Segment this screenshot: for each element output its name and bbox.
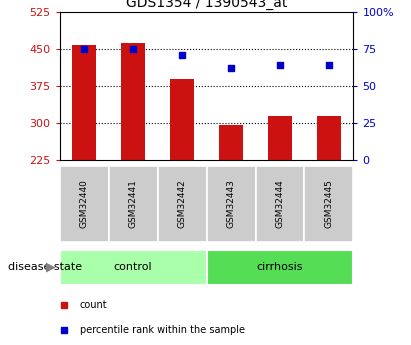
Bar (72, 45, 96, 160)
Point (81, 46, 88, 52)
Text: control: control (114, 263, 152, 272)
Text: GSM32445: GSM32445 (324, 179, 333, 228)
Text: cirrhosis: cirrhosis (257, 263, 303, 272)
FancyBboxPatch shape (305, 166, 353, 242)
FancyBboxPatch shape (60, 166, 109, 242)
FancyBboxPatch shape (206, 166, 256, 242)
Text: disease state: disease state (8, 263, 82, 272)
FancyBboxPatch shape (157, 166, 206, 242)
Text: ▶: ▶ (46, 261, 55, 274)
Point (130, 46, 136, 52)
Title: GDS1354 / 1390543_at: GDS1354 / 1390543_at (126, 0, 287, 10)
Text: percentile rank within the sample: percentile rank within the sample (80, 325, 245, 335)
FancyBboxPatch shape (109, 166, 157, 242)
Text: GSM32442: GSM32442 (178, 179, 187, 228)
Point (277, 63, 283, 68)
Text: GSM32443: GSM32443 (226, 179, 236, 228)
Point (179, 52, 185, 58)
Point (326, 63, 332, 68)
Bar (121, 43, 145, 160)
FancyBboxPatch shape (206, 250, 353, 285)
Point (228, 66, 234, 71)
Bar (170, 79, 194, 160)
FancyBboxPatch shape (60, 250, 206, 285)
Bar (268, 116, 292, 160)
Bar (317, 116, 341, 160)
Text: GSM32440: GSM32440 (80, 179, 89, 228)
Text: count: count (80, 300, 107, 310)
Bar (219, 125, 243, 160)
Text: GSM32441: GSM32441 (129, 179, 138, 228)
FancyBboxPatch shape (256, 166, 305, 242)
Text: GSM32444: GSM32444 (275, 179, 284, 228)
